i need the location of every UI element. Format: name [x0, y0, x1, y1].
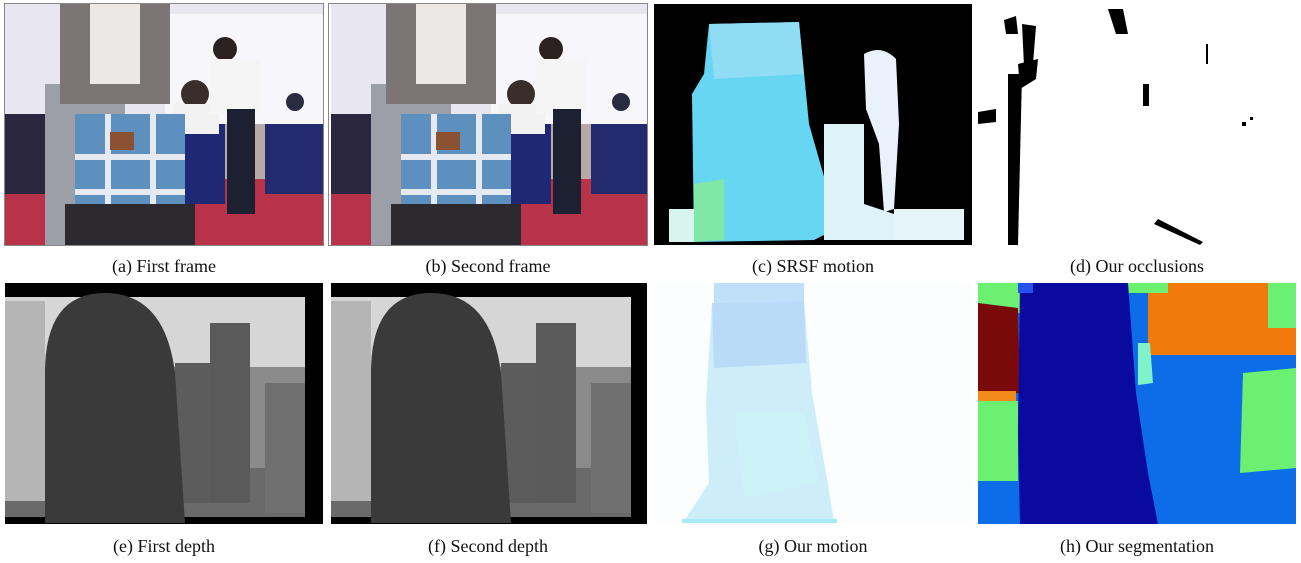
- occlusions-image: [978, 4, 1296, 245]
- caption-first-frame: (a) First frame: [112, 256, 216, 276]
- segmentation-image: [978, 283, 1296, 524]
- srsf-motion-image: [654, 4, 972, 245]
- caption-segmentation: (h) Our segmentation: [1060, 536, 1214, 556]
- caption-second-frame: (b) Second frame: [425, 256, 551, 276]
- our-motion-image: [654, 283, 972, 524]
- first-depth-image: [5, 283, 323, 524]
- caption-srsf-motion: (c) SRSF motion: [751, 256, 875, 276]
- second-frame-image: [328, 3, 648, 246]
- first-frame-image: [4, 3, 324, 246]
- caption-first-depth: (e) First depth: [113, 536, 215, 556]
- caption-our-motion: (g) Our motion: [758, 536, 868, 556]
- caption-occlusions: (d) Our occlusions: [1070, 256, 1204, 276]
- second-depth-image: [329, 283, 647, 524]
- caption-second-depth: (f) Second depth: [428, 536, 548, 556]
